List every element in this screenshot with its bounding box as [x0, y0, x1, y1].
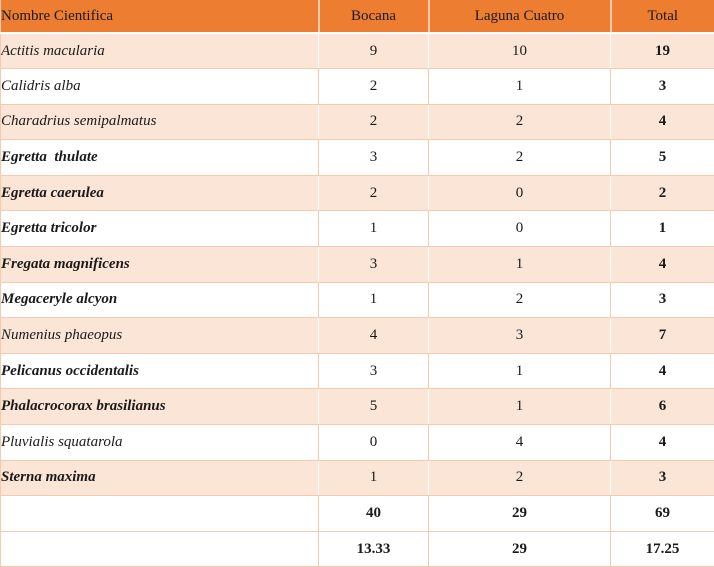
table-row: Egretta tricolor 1 0 1 — [0, 210, 714, 248]
summary-total-cell: 17.25 — [610, 531, 714, 567]
summary-empty-cell — [0, 531, 319, 567]
table-row: Actitis macularia 9 10 19 — [0, 33, 714, 70]
total-count-cell: 3 — [610, 460, 714, 497]
summary-laguna-cuatro-cell: 29 — [428, 531, 611, 567]
species-name-cell: Sterna maxima — [0, 460, 319, 497]
summary-empty-cell — [0, 495, 319, 532]
column-header-total: Total — [609, 0, 714, 34]
table-row: Megaceryle alcyon 1 2 3 — [0, 282, 714, 319]
table-row: Charadrius semipalmatus 2 2 4 — [0, 104, 714, 141]
laguna-cuatro-count-cell: 4 — [428, 424, 611, 461]
total-count-cell: 4 — [610, 353, 714, 390]
total-count-cell: 2 — [610, 175, 714, 212]
summary-laguna-cuatro-cell: 29 — [428, 495, 611, 532]
summary-bocana-cell: 40 — [318, 495, 429, 532]
laguna-cuatro-count-cell: 2 — [428, 139, 611, 176]
species-name-cell: Pluvialis squatarola — [0, 424, 319, 461]
laguna-cuatro-count-cell: 0 — [428, 210, 611, 248]
total-count-cell: 1 — [610, 210, 714, 248]
species-name-cell: Fregata magnificens — [0, 246, 319, 283]
table-row: Egretta thulate 3 2 5 — [0, 139, 714, 176]
laguna-cuatro-count-cell: 10 — [428, 33, 611, 70]
total-count-cell: 5 — [610, 139, 714, 176]
total-count-cell: 4 — [610, 246, 714, 283]
species-name-cell: Numenius phaeopus — [0, 317, 319, 354]
bocana-count-cell: 0 — [318, 424, 429, 461]
bocana-count-cell: 2 — [318, 104, 429, 141]
total-count-cell: 3 — [610, 282, 714, 319]
laguna-cuatro-count-cell: 1 — [428, 68, 611, 105]
total-count-cell: 19 — [610, 33, 714, 70]
summary-bocana-cell: 13.33 — [318, 531, 429, 567]
column-header-laguna-cuatro: Laguna Cuatro — [427, 0, 611, 34]
total-count-cell: 4 — [610, 424, 714, 461]
total-count-cell: 7 — [610, 317, 714, 354]
bocana-count-cell: 3 — [318, 139, 429, 176]
bocana-count-cell: 4 — [318, 317, 429, 354]
laguna-cuatro-count-cell: 1 — [428, 388, 611, 426]
summary-average-row: 13.33 29 17.25 — [0, 531, 714, 567]
bocana-count-cell: 2 — [318, 175, 429, 212]
species-name-cell: Egretta tricolor — [0, 210, 319, 248]
total-count-cell: 3 — [610, 68, 714, 105]
table-row: Phalacrocorax brasilianus 5 1 6 — [0, 388, 714, 426]
column-header-bocana: Bocana — [317, 0, 429, 34]
bocana-count-cell: 3 — [318, 246, 429, 283]
species-name-cell: Egretta thulate — [0, 139, 319, 176]
column-header-nombre-cientifica: Nombre Cientifica — [0, 0, 319, 34]
laguna-cuatro-count-cell: 3 — [428, 317, 611, 354]
table-body: Actitis macularia 9 10 19 Calidris alba 2 1 3 Ch… — [0, 33, 714, 567]
laguna-cuatro-count-cell: 2 — [428, 104, 611, 141]
bocana-count-cell: 5 — [318, 388, 429, 426]
header-row: Nombre Cientifica Bocana Laguna Cuatro T… — [0, 0, 714, 34]
laguna-cuatro-count-cell: 1 — [428, 353, 611, 390]
species-name-cell: Pelicanus occidentalis — [0, 353, 319, 390]
species-name-cell: Charadrius semipalmatus — [0, 104, 319, 141]
summary-total-cell: 69 — [610, 495, 714, 532]
table-row: Pluvialis squatarola 0 4 4 — [0, 424, 714, 461]
table-row: Pelicanus occidentalis 3 1 4 — [0, 353, 714, 390]
laguna-cuatro-count-cell: 2 — [428, 282, 611, 319]
table-row: Sterna maxima 1 2 3 — [0, 460, 714, 497]
table-row: Fregata magnificens 3 1 4 — [0, 246, 714, 283]
laguna-cuatro-count-cell: 2 — [428, 460, 611, 497]
total-count-cell: 4 — [610, 104, 714, 141]
species-name-cell: Megaceryle alcyon — [0, 282, 319, 319]
total-count-cell: 6 — [610, 388, 714, 426]
bocana-count-cell: 1 — [318, 210, 429, 248]
species-name-cell: Phalacrocorax brasilianus — [0, 388, 319, 426]
table-row: Numenius phaeopus 4 3 7 — [0, 317, 714, 354]
bocana-count-cell: 1 — [318, 460, 429, 497]
table-header: Nombre Cientifica Bocana Laguna Cuatro T… — [0, 0, 714, 34]
laguna-cuatro-count-cell: 0 — [428, 175, 611, 212]
table-row: Calidris alba 2 1 3 — [0, 68, 714, 105]
summary-sum-row: 40 29 69 — [0, 495, 714, 532]
bocana-count-cell: 2 — [318, 68, 429, 105]
bocana-count-cell: 9 — [318, 33, 429, 70]
species-name-cell: Egretta caerulea — [0, 175, 319, 212]
species-name-cell: Actitis macularia — [0, 33, 319, 70]
table-row: Egretta caerulea 2 0 2 — [0, 175, 714, 212]
bocana-count-cell: 3 — [318, 353, 429, 390]
species-name-cell: Calidris alba — [0, 68, 319, 105]
laguna-cuatro-count-cell: 1 — [428, 246, 611, 283]
bocana-count-cell: 1 — [318, 282, 429, 319]
